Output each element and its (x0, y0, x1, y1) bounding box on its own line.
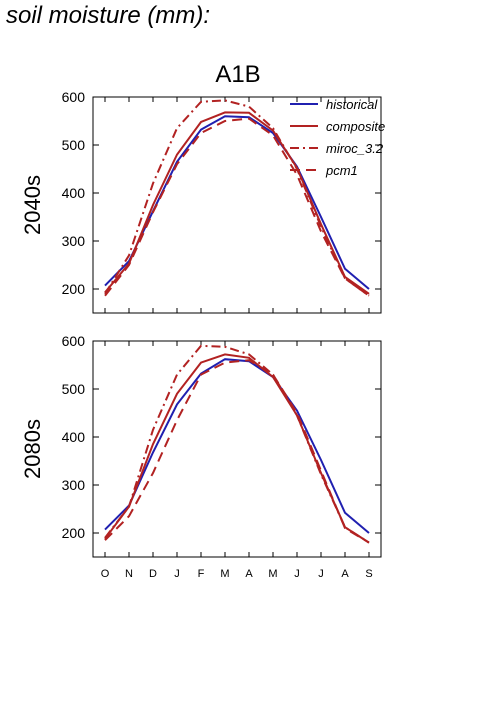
month-label: M (268, 568, 277, 580)
month-label: M (220, 568, 229, 580)
scenario-title: A1B (215, 61, 260, 88)
month-label: J (174, 568, 180, 580)
series-line-historical (104, 358, 370, 534)
month-label: J (318, 568, 324, 580)
figure-title: soil moisture (mm): (6, 2, 211, 29)
y-tick-label: 200 (62, 525, 86, 541)
series-line-miroc (104, 99, 370, 297)
y-tick-label: 600 (62, 333, 86, 349)
y-tick-label: 500 (62, 381, 86, 397)
y-tick-label: 300 (62, 233, 86, 249)
plot-frame (92, 340, 382, 558)
y-tick-label: 500 (62, 137, 86, 153)
period-label: 2080s (20, 419, 45, 479)
month-label: D (149, 568, 157, 580)
legend-label-historical: historical (326, 97, 378, 112)
month-label: F (198, 568, 205, 580)
series-line-pcm1 (104, 117, 370, 297)
y-tick-label: 400 (62, 429, 86, 445)
month-label: S (365, 568, 372, 580)
legend-label-composite: composite (326, 119, 385, 134)
y-tick-label: 300 (62, 477, 86, 493)
month-label: J (294, 568, 300, 580)
plot-frame (92, 96, 382, 314)
month-label: A (245, 568, 253, 580)
legend-label-miroc: miroc_3.2 (326, 141, 384, 156)
y-tick-label: 400 (62, 185, 86, 201)
y-tick-label: 600 (62, 89, 86, 105)
series-line-composite (104, 111, 370, 295)
series-line-pcm1 (104, 359, 370, 544)
series-line-miroc (104, 344, 370, 544)
month-label: N (125, 568, 133, 580)
legend-label-pcm1: pcm1 (325, 163, 358, 178)
series-line-composite (104, 353, 370, 544)
period-label: 2040s (20, 175, 45, 235)
month-label: O (101, 568, 110, 580)
month-label: A (341, 568, 349, 580)
y-tick-label: 200 (62, 281, 86, 297)
